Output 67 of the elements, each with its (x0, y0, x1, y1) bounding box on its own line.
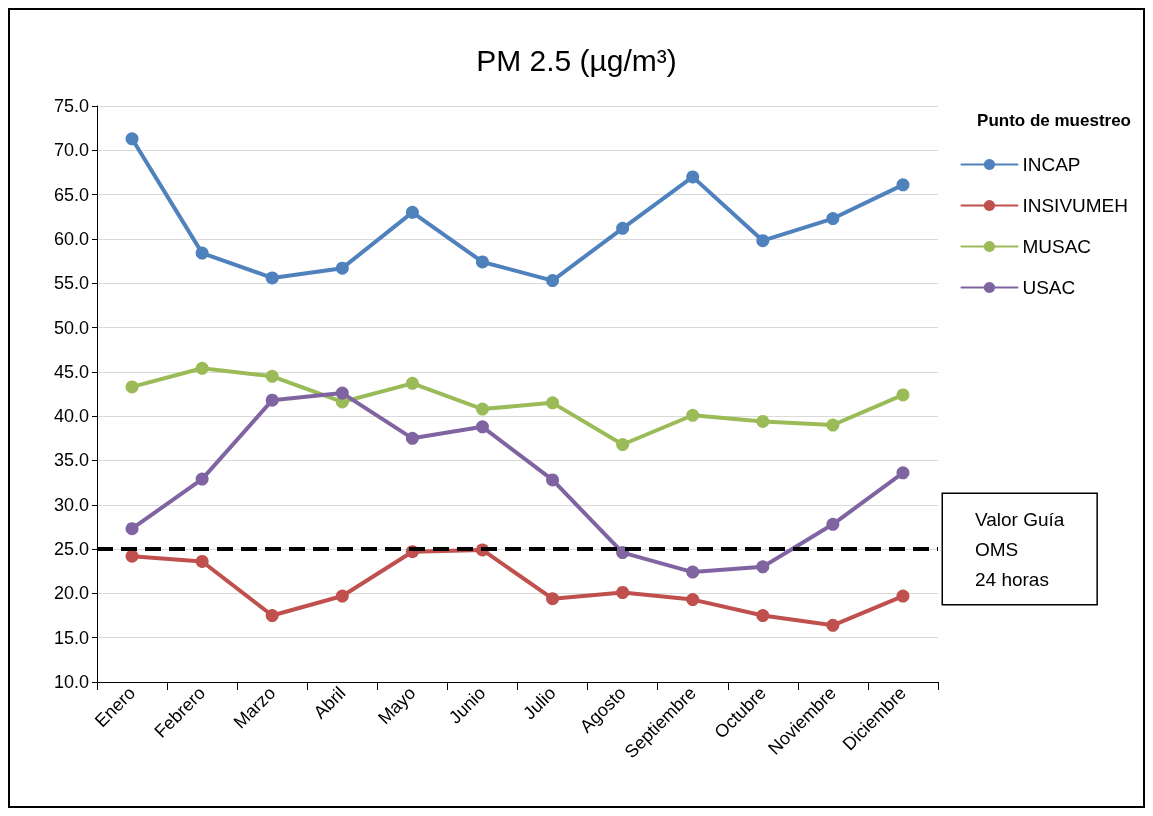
y-tick-label: 65.0 (53, 184, 89, 205)
point (195, 554, 209, 568)
y-tick-label: 20.0 (53, 583, 89, 604)
y-tick-label: 10.0 (53, 672, 89, 692)
point (125, 380, 139, 394)
point (826, 212, 840, 226)
y-tick-label: 25.0 (53, 539, 89, 560)
y-tick-label: 15.0 (53, 627, 89, 648)
chart-title: PM 2.5 (µg/m³) (476, 43, 677, 77)
point (896, 178, 910, 192)
point (546, 274, 560, 288)
y-tick-label: 55.0 (53, 273, 89, 294)
point (686, 565, 700, 579)
point (265, 369, 279, 383)
y-tick-label: 30.0 (53, 494, 89, 515)
point (826, 418, 840, 432)
point (826, 618, 840, 632)
y-tick-label: 75.0 (53, 96, 89, 116)
point (686, 170, 700, 184)
point (686, 408, 700, 422)
y-tick-label: 70.0 (53, 140, 89, 161)
point (756, 414, 770, 428)
point (896, 589, 910, 603)
point (896, 466, 910, 480)
point (475, 420, 489, 434)
ref-line-label: Valor Guía OMS 24 horas (975, 508, 1065, 590)
point (125, 522, 139, 536)
point (125, 549, 139, 563)
point (686, 593, 700, 607)
point (546, 592, 560, 606)
point (826, 517, 840, 531)
point (335, 589, 349, 603)
point (265, 609, 279, 623)
point (405, 376, 419, 390)
x-tick-label: Julio (519, 682, 560, 724)
legend-label: INCAP (1022, 154, 1081, 175)
point (265, 271, 279, 285)
point (756, 609, 770, 623)
y-tick-label: 35.0 (53, 450, 89, 471)
point (616, 546, 630, 560)
point (475, 255, 489, 269)
y-tick-label: 50.0 (53, 317, 89, 338)
point (125, 132, 139, 146)
point (896, 388, 910, 402)
point (335, 261, 349, 275)
y-tick-label: 40.0 (53, 406, 89, 427)
point (195, 472, 209, 486)
point (265, 393, 279, 407)
point (195, 361, 209, 375)
point (616, 221, 630, 235)
point (405, 431, 419, 445)
point (546, 473, 560, 487)
legend-title: Punto de muestreo (977, 111, 1132, 130)
legend-label: USAC (1022, 277, 1076, 298)
y-tick-label: 45.0 (53, 361, 89, 382)
point (756, 234, 770, 248)
point (616, 586, 630, 599)
point (405, 205, 419, 219)
legend-label: MUSAC (1022, 236, 1092, 257)
point (335, 386, 349, 400)
point (475, 402, 489, 416)
point (546, 396, 560, 410)
point (756, 560, 770, 574)
point (616, 438, 630, 452)
y-tick-label: 60.0 (53, 228, 89, 249)
point (195, 246, 209, 260)
legend-label: INSIVUMEH (1022, 195, 1129, 216)
